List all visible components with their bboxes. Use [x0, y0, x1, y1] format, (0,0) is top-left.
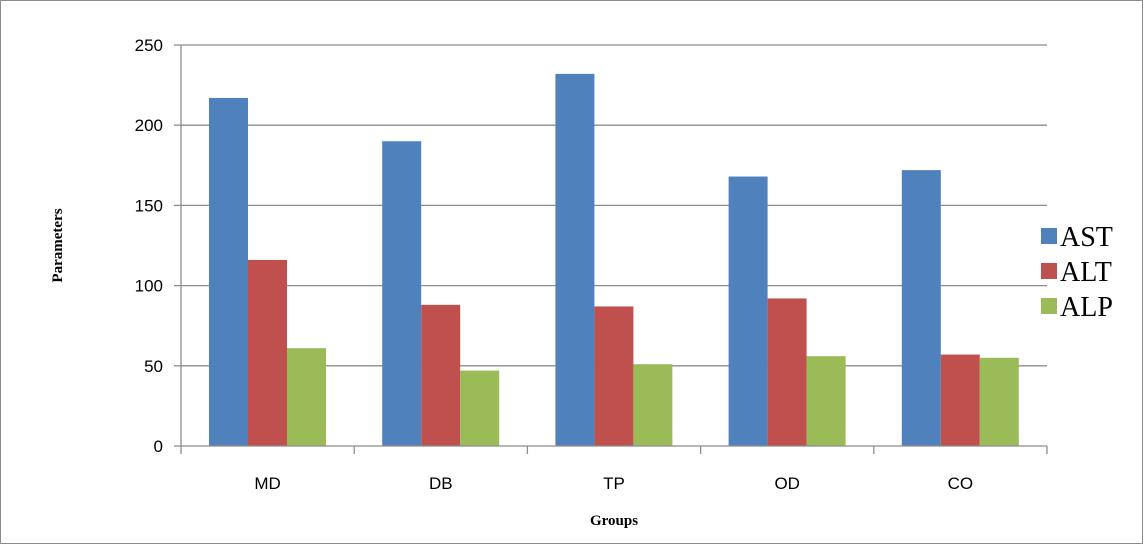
bar-alt-co [940, 354, 980, 446]
bar-ast-md [209, 97, 248, 446]
legend-label-alp: ALP [1060, 292, 1113, 323]
bar-alt-db [421, 304, 461, 446]
y-tick-label: 150 [135, 196, 163, 215]
bar-ast-db [382, 141, 422, 447]
x-tick-label: MD [254, 474, 280, 493]
bar-alp-od [806, 356, 846, 446]
x-axis-title: Groups [590, 513, 638, 529]
y-tick-labels: 0 50 100 150 200 250 [135, 36, 163, 456]
axes [180, 45, 1048, 454]
legend-swatch-alt [1041, 263, 1057, 279]
bar-ast-tp [555, 73, 595, 446]
x-tick-label: DB [429, 474, 453, 493]
bar-alt-od [767, 298, 807, 446]
bar-ast-co [901, 170, 941, 446]
y-tick-label: 250 [135, 36, 163, 55]
x-tick-label: CO [948, 474, 974, 493]
bar-ast-od [728, 176, 768, 446]
legend-swatch-ast [1041, 228, 1057, 244]
bar-alp-md [287, 348, 326, 446]
bar-alp-tp [633, 364, 673, 446]
legend-label-alt: ALT [1060, 257, 1112, 288]
x-tick-label: TP [603, 474, 625, 493]
y-axis-title: Parameters [50, 208, 66, 282]
bar-alp-co [979, 357, 1019, 446]
x-tick-labels: MD DB TP OD CO [254, 474, 973, 493]
legend-label-ast: AST [1060, 222, 1113, 253]
bar-alt-md [248, 259, 287, 446]
y-tick-label: 200 [135, 116, 163, 135]
bar-alp-db [460, 370, 500, 446]
y-tick-label: 100 [135, 277, 163, 296]
bar-alt-tp [594, 306, 634, 446]
legend: AST ALT ALP [1041, 222, 1113, 323]
y-tick-label: 50 [144, 357, 163, 376]
y-tick-label: 0 [154, 437, 163, 456]
legend-swatch-alp [1041, 298, 1057, 314]
bars [209, 73, 1019, 447]
x-tick-label: OD [774, 474, 800, 493]
